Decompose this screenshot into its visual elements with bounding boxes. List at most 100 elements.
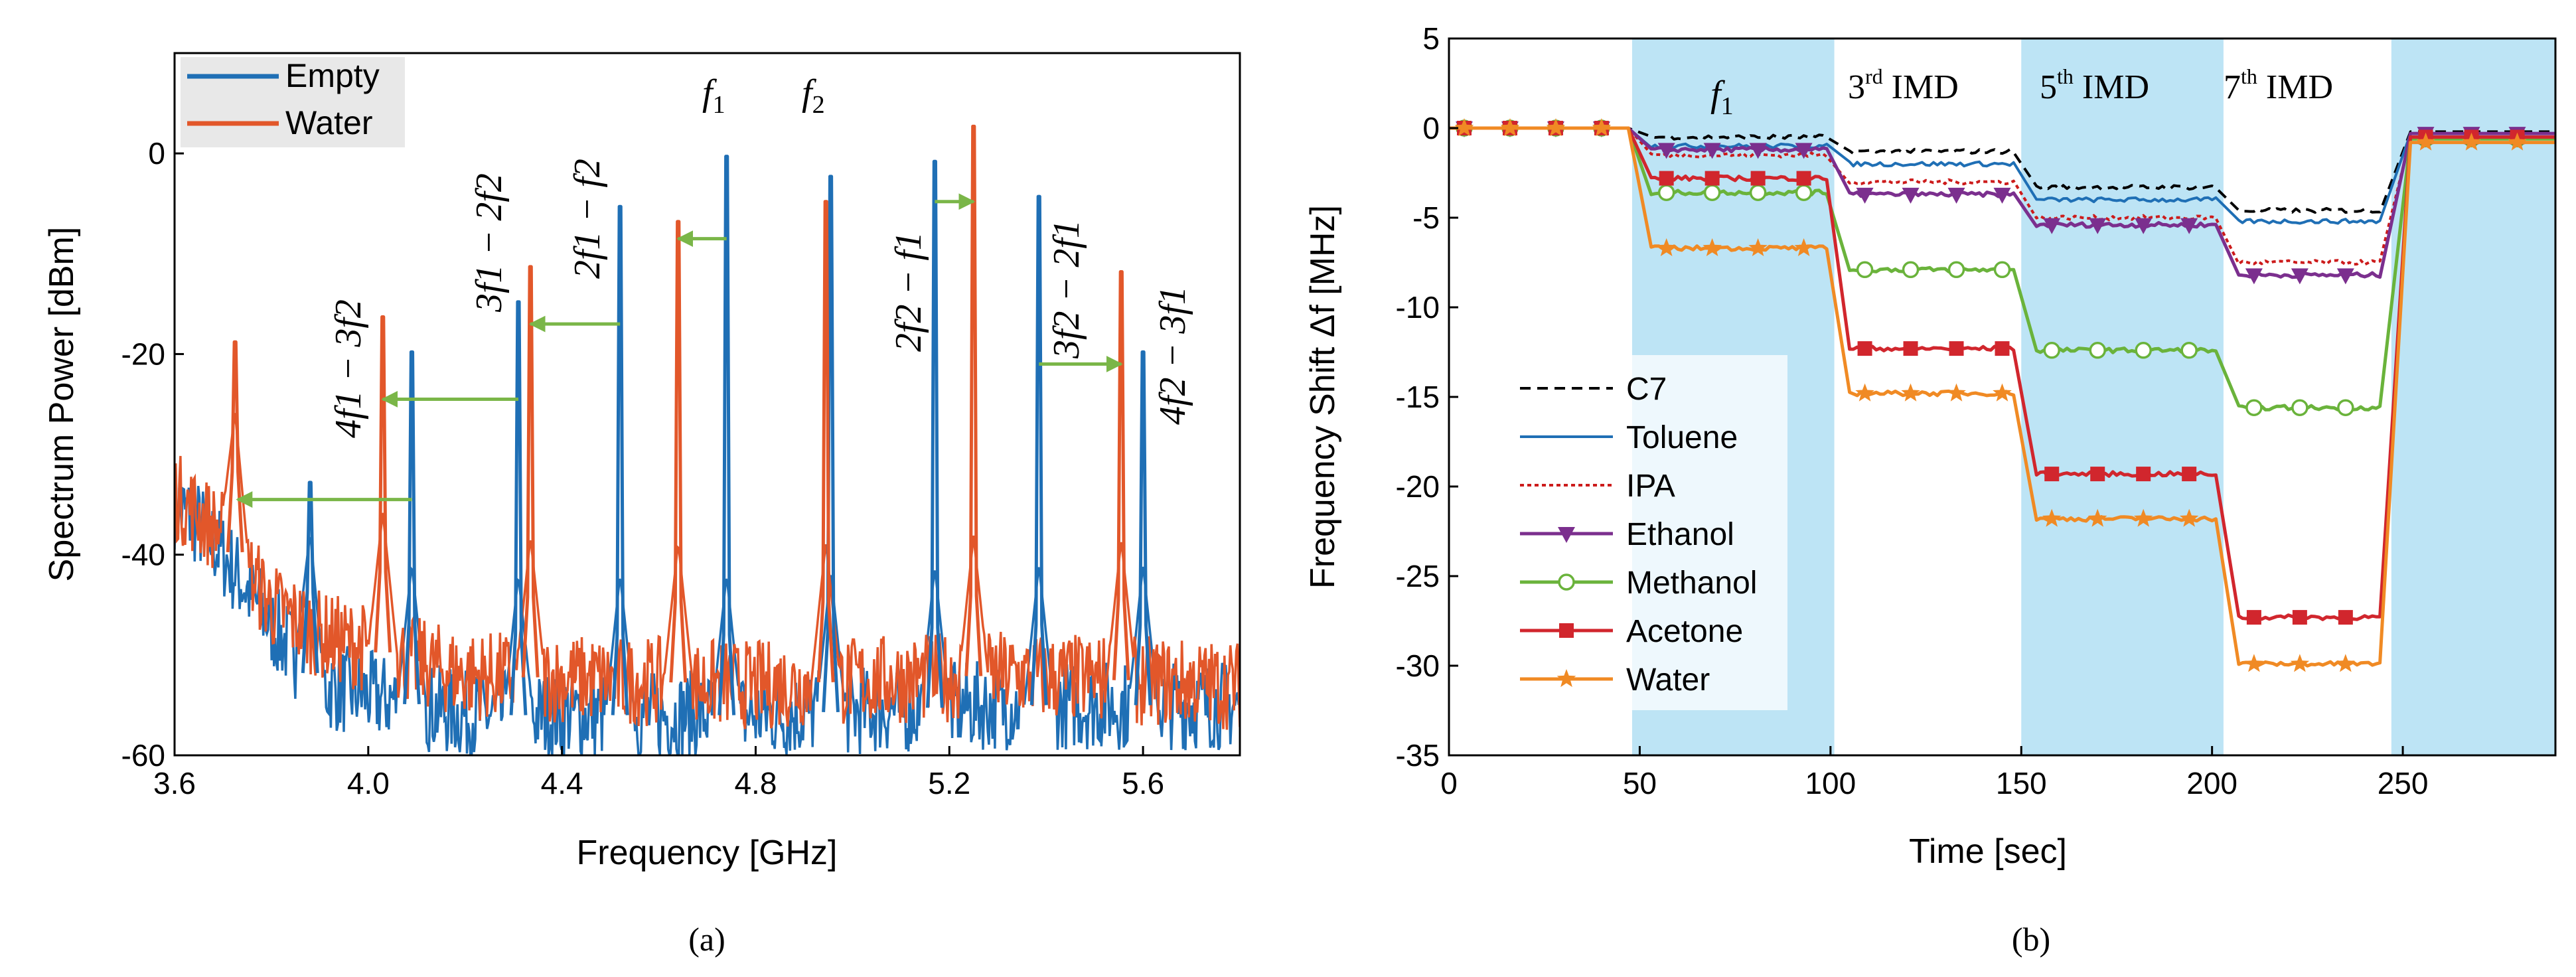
water-peak-6 [1112,269,1130,680]
annotation-f2: f2 [802,72,825,119]
panel-a-y-ticks: -60 -40 -20 0 [121,136,184,773]
series-c7 [1449,127,2555,214]
x-tick-label: 4.8 [734,766,777,800]
marker-water [1947,383,1966,402]
marker-acetone [2136,467,2151,482]
water-peak-0 [226,340,244,553]
y-tick-label: 5 [1422,21,1440,56]
x-tick-label: 50 [1623,766,1657,800]
marker-ethanol [2336,268,2354,285]
annotation-f2-subscript: 2 [812,91,825,119]
legend-label-ipa: IPA [1626,469,1675,504]
region-label-3rd-text: IMD [1883,68,1959,106]
region-label-5th-imd: 5th IMD [2040,64,2149,106]
empty-peak-5 [822,175,840,712]
panel-b-x-axis-label: Time [sec] [1909,832,2067,871]
x-tick-label: 250 [2378,766,2429,800]
marker-methanol [2337,399,2354,416]
series-ipa [1449,127,2555,266]
series-line-ipa [1449,127,2555,266]
region-label-5th-sup: th [2057,64,2074,88]
marker-water [1901,383,1920,402]
marker-acetone [1995,341,2010,356]
empty-peak-2 [509,300,528,715]
marker-ethanol [2135,218,2153,234]
marker-methanol [1749,184,1767,201]
legend-marker-acetone [1559,623,1574,638]
region-label-5th-num: 5 [2040,68,2057,106]
legend-water-label: Water [285,104,373,141]
annotation-4f2-3f1: 4f2 − 3f1 [1152,286,1193,425]
series-toluene [1449,127,2555,225]
marker-methanol [1703,184,1721,201]
marker-acetone [2246,610,2261,625]
empty-peak-8 [1134,350,1152,706]
empty-peak-7 [1029,194,1048,706]
annotation-2f2-f1: 2f2 − f1 [888,232,929,352]
y-tick-label: -35 [1396,738,1440,773]
series-line-water [1449,126,2555,668]
marker-methanol [2043,342,2060,359]
y-tick-label: 0 [148,136,165,171]
legend-label-toluene: Toluene [1626,420,1738,455]
water-peak-2 [521,265,540,678]
marker-water [2042,508,2062,527]
marker-methanol [1902,261,1920,279]
region-label-7th-imd: 7th IMD [2224,64,2333,106]
x-tick-label: 150 [1996,766,2047,800]
legend-label-methanol: Methanol [1626,565,1757,601]
annotation-2f1-f2: 2f1 − f2 [567,159,608,279]
empty-peak-6 [925,159,944,708]
marker-methanol [2245,399,2263,416]
annotation-f1: f1 [702,72,725,119]
marker-ethanol [1902,187,1920,204]
marker-water [1657,238,1676,256]
marker-ethanol [1947,187,1965,204]
marker-water [1500,118,1520,137]
marker-methanol [2135,342,2152,359]
marker-methanol [2089,342,2106,359]
panel-b: 0 50 100 150 200 250 -35 -30 -25 -20 -15 -10 -5 0 5 T… [1304,21,2557,958]
y-tick-label: -5 [1412,200,1440,235]
solvent-series [1449,118,2555,672]
series-ethanol [1449,121,2555,285]
marker-methanol [1795,184,1813,201]
panel-a-x-axis-label: Frequency [GHz] [576,834,837,872]
marker-ethanol [2291,268,2309,285]
panel-a: 3.6 4.0 4.4 4.8 5.2 5.6 -60 -40 -20 0 Frequency … [42,52,1241,958]
empty-noise-line [175,467,1240,755]
panel-a-legend: Empty Water [181,57,405,147]
marker-acetone [1857,341,1872,356]
panel-a-y-axis-label: Spectrum Power [dBm] [42,227,81,582]
x-tick-label: 4.0 [347,766,390,800]
x-tick-label: 5.6 [1122,766,1164,800]
x-tick-label: 3.6 [153,766,196,800]
marker-water [2336,654,2356,672]
annotation-3f1-2f2: 3f1 − 2f2 [469,173,510,313]
water-peak-4 [816,200,835,682]
marker-water [1703,238,1722,256]
water-peak-3 [669,220,688,683]
empty-noise-trace [175,467,1240,755]
water-noise-line [175,413,1240,730]
marker-acetone [2090,467,2105,482]
y-tick-label: -40 [121,538,165,572]
marker-water [1748,238,1768,256]
y-tick-label: -15 [1396,380,1440,414]
region-label-f1-subscript: 1 [1721,92,1734,120]
water-noise-trace [175,413,1240,730]
marker-ethanol [1749,143,1767,159]
marker-acetone [2044,467,2060,482]
marker-acetone [1903,341,1918,356]
region-label-5th-text: IMD [2074,68,2149,106]
empty-peak-1 [403,350,421,705]
x-tick-label: 200 [2186,766,2237,800]
water-peak-1 [374,315,392,652]
panel-b-legend: C7 Toluene IPA Ethanol Methanol Acetone Water [1509,355,1787,710]
region-label-7th-sup: th [2241,64,2257,88]
legend-marker-water [1556,669,1576,688]
marker-water [2179,508,2199,527]
legend-label-water: Water [1626,662,1710,698]
marker-water [1592,118,1612,137]
marker-ethanol [2089,218,2107,234]
